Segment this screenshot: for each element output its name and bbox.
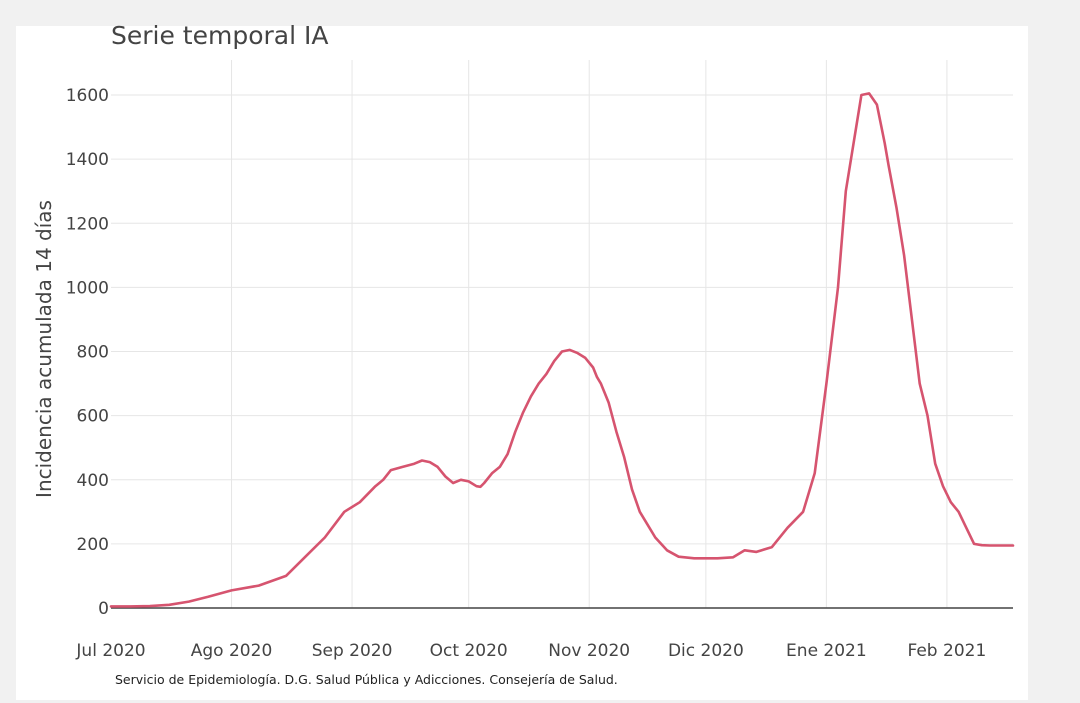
y-tick-label: 1400 <box>66 150 109 170</box>
y-tick-label: 0 <box>98 599 109 619</box>
x-axis-ticks: Jul 2020 Ago 2020 Sep 2020 Oct 2020 Nov 2020… <box>75 641 986 661</box>
y-axis-ticks: 0 200 400 600 800 1000 1200 1400 1600 <box>66 86 109 619</box>
source-note: Servicio de Epidemiología. D.G. Salud Pú… <box>115 672 618 687</box>
x-tick-label: Nov 2020 <box>548 641 630 661</box>
y-tick-label: 1200 <box>66 214 109 234</box>
x-tick-label: Jul 2020 <box>75 641 145 661</box>
chart-title: Serie temporal IA <box>111 21 329 50</box>
y-tick-label: 1000 <box>66 278 109 298</box>
x-tick-label: Ago 2020 <box>191 641 273 661</box>
chart-panel <box>16 26 1028 700</box>
y-tick-label: 200 <box>77 535 109 555</box>
gridlines <box>111 60 1013 608</box>
y-axis-label: Incidencia acumulada 14 días <box>32 200 56 498</box>
x-tick-label: Ene 2021 <box>786 641 867 661</box>
y-tick-label: 600 <box>77 407 109 427</box>
y-tick-label: 1600 <box>66 86 109 106</box>
y-tick-label: 800 <box>77 343 109 363</box>
x-tick-label: Feb 2021 <box>908 641 987 661</box>
y-tick-label: 400 <box>77 471 109 491</box>
x-tick-label: Oct 2020 <box>430 641 508 661</box>
x-tick-label: Dic 2020 <box>668 641 744 661</box>
series-line-incidencia <box>109 92 1015 608</box>
x-tick-label: Sep 2020 <box>312 641 393 661</box>
